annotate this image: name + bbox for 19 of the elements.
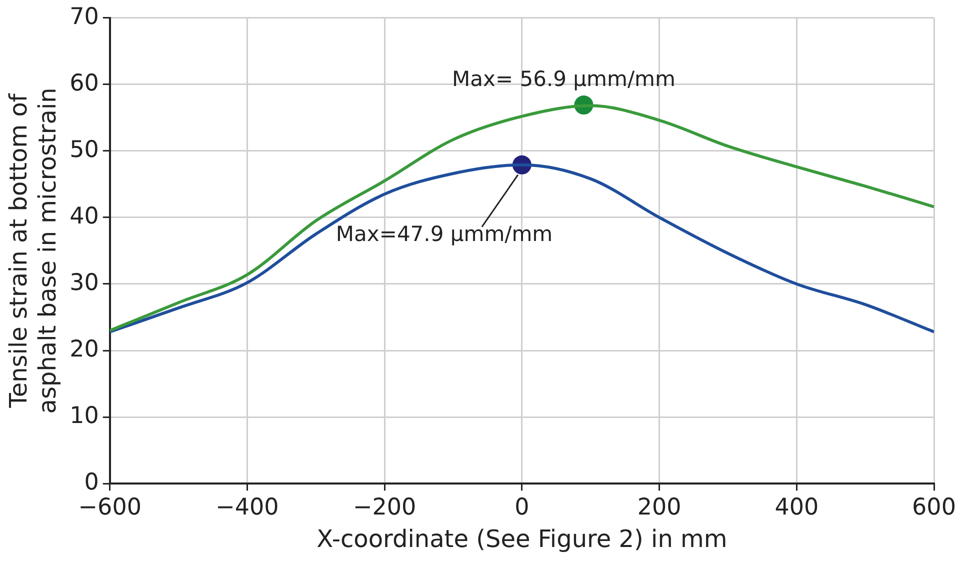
y-axis-title: Tensile strain at bottom of asphalt base in microstrain [4,88,62,414]
y-tick-label: 10 [70,403,99,430]
x-axis-title: X-coordinate (See Figure 2) in mm [316,524,728,553]
x-tick-label: 400 [774,494,819,520]
y-tick-label: 60 [70,70,99,96]
y-tick-label: 0 [84,470,99,496]
y-tick-label: 50 [70,136,99,163]
y-tick-label: 70 [70,4,99,30]
y-tick-label: 40 [70,203,99,230]
x-tick-label: −600 [78,494,142,520]
annotation: Max=47.9 μmm/mm [336,222,553,246]
x-tick-label: 600 [912,494,956,520]
y-tick-label: 20 [70,336,99,362]
annotation: Max= 56.9 μmm/mm [452,66,676,91]
x-tick-label: 200 [637,494,682,520]
x-tick-label: −400 [216,494,279,520]
y-tick-label: 30 [70,270,99,296]
x-tick-label: 0 [514,494,530,520]
x-tick-label: −200 [352,494,416,520]
